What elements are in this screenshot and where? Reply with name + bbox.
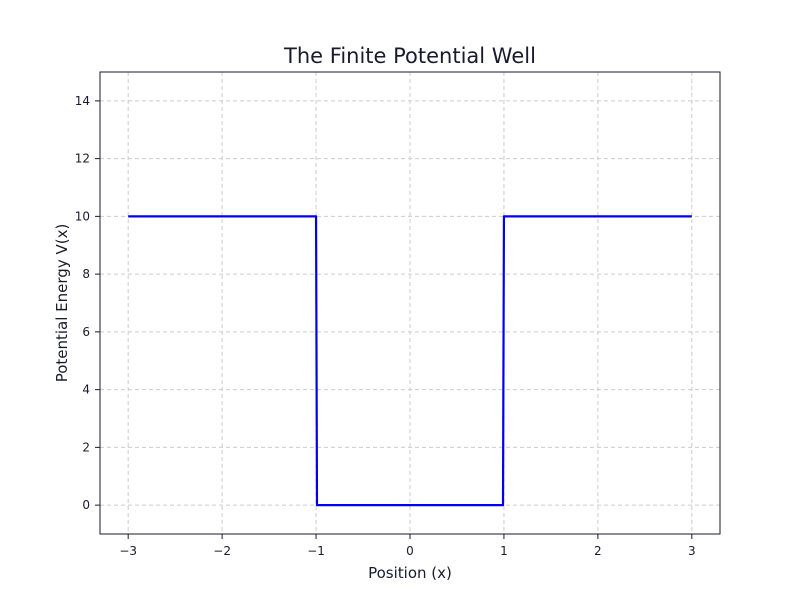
y-tick-label: 14 xyxy=(75,94,90,108)
y-tick-label: 2 xyxy=(82,440,90,454)
x-tick-label: 0 xyxy=(406,544,414,558)
chart-title: The Finite Potential Well xyxy=(283,44,536,68)
y-tick-label: 0 xyxy=(82,498,90,512)
grid xyxy=(100,72,720,534)
series-layer xyxy=(128,215,692,507)
x-axis-label: Position (x) xyxy=(368,564,452,582)
y-tick-label: 4 xyxy=(82,383,90,397)
y-tick-label: 10 xyxy=(75,209,90,223)
x-tick-label: −2 xyxy=(213,544,231,558)
x-axis-ticks: −3 −2 −1 0 1 2 3 xyxy=(119,534,696,558)
x-tick-label: 3 xyxy=(688,544,696,558)
y-axis-ticks: 0 2 4 6 8 10 12 14 xyxy=(75,94,100,512)
y-tick-label: 6 xyxy=(82,325,90,339)
x-tick-label: 1 xyxy=(500,544,508,558)
series-line xyxy=(128,215,692,507)
y-tick-label: 8 xyxy=(82,267,90,281)
y-axis-label: Potential Energy V(x) xyxy=(53,224,71,383)
x-tick-label: 2 xyxy=(594,544,602,558)
x-tick-label: −3 xyxy=(119,544,137,558)
y-tick-label: 12 xyxy=(75,152,90,166)
x-tick-label: −1 xyxy=(307,544,325,558)
